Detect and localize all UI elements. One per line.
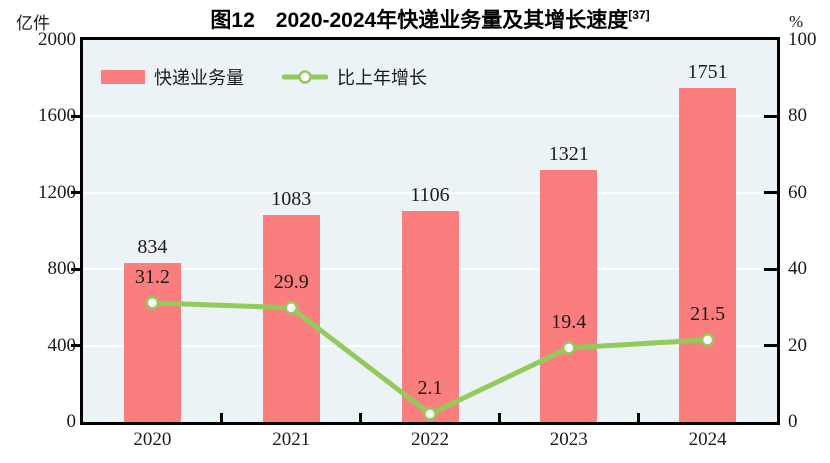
legend-label-line-series: 比上年增长 [337, 68, 427, 88]
plot-inner: 834 1083 1106 1321 1751 31.2 29.9 2.1 19.4 21.5 快… [83, 40, 777, 422]
chart-title: 图12 2020-2024年快递业务量及其增长速度[37] [80, 4, 780, 34]
left-axis-tick-label: 400 [47, 334, 77, 356]
right-axis-tick-mark [764, 114, 777, 118]
left-axis-tick-label: 800 [47, 258, 77, 280]
legend-item-line-series: 比上年增长 [282, 64, 427, 90]
x-axis-tick-label: 2022 [411, 429, 449, 450]
x-axis-tick-label: 2020 [133, 429, 172, 450]
left-axis-tick-mark [71, 191, 80, 195]
right-axis-tick-label: 100 [788, 29, 817, 50]
legend-item-bar-series: 快递业务量 [101, 64, 244, 90]
growth-value-label: 31.2 [134, 265, 170, 288]
x-axis-tick-mark [359, 413, 363, 422]
growth-value-label: 19.4 [551, 310, 587, 333]
right-axis-tick-mark [764, 267, 777, 271]
left-axis-tick-mark [71, 344, 80, 348]
chart-title-footnote-ref: [37] [628, 8, 650, 22]
right-axis-tick-label: 20 [788, 334, 807, 356]
left-axis-tick-label: 2000 [38, 29, 76, 50]
x-axis-tick-mark [220, 413, 224, 422]
left-axis-tick-label: 0 [66, 411, 77, 432]
bar-value-label: 1106 [410, 183, 450, 206]
bar-value-label: 1751 [687, 60, 728, 83]
left-axis-tick-label: 1600 [38, 105, 76, 127]
bar-value-label: 834 [137, 235, 168, 258]
left-axis-tick-label: 1200 [38, 181, 76, 203]
right-axis-tick-label: 0 [788, 411, 798, 432]
x-axis-tick-label: 2023 [549, 429, 588, 450]
x-axis-tick-label: 2024 [688, 429, 727, 450]
growth-value-label: 29.9 [273, 270, 309, 293]
bar-series-swatch-icon [101, 70, 145, 84]
bar-2023 [540, 169, 598, 422]
legend: 快递业务量 比上年增长 [101, 64, 427, 90]
plot-area: 834 1083 1106 1321 1751 31.2 29.9 2.1 19.4 21.5 快… [80, 37, 780, 425]
left-axis-tick-mark [71, 114, 80, 118]
right-axis-tick-mark [764, 344, 777, 348]
legend-label-bar-series: 快递业务量 [154, 68, 244, 88]
left-axis-tick-mark [71, 267, 80, 271]
growth-value-label: 21.5 [690, 302, 726, 325]
x-axis-tick-label: 2021 [272, 429, 311, 450]
right-axis-unit-label: % [789, 12, 804, 31]
bar-value-label: 1083 [271, 188, 312, 211]
x-axis-tick-mark [497, 413, 501, 422]
right-axis-tick-mark [764, 191, 777, 195]
right-axis-tick-label: 60 [788, 181, 807, 203]
bar-value-label: 1321 [548, 142, 589, 165]
right-axis-tick-label: 40 [788, 258, 807, 280]
growth-value-label: 2.1 [417, 376, 443, 399]
gridline [83, 191, 777, 194]
bar-2024 [679, 87, 737, 422]
right-axis-tick-label: 80 [788, 105, 807, 127]
bar-2021 [262, 215, 320, 422]
gridline [83, 115, 777, 118]
chart-title-text: 图12 2020-2024年快递业务量及其增长速度 [210, 9, 629, 32]
x-axis-tick-mark [636, 413, 640, 422]
line-series-swatch-icon [282, 70, 328, 84]
left-axis-unit-label: 亿件 [16, 14, 50, 33]
